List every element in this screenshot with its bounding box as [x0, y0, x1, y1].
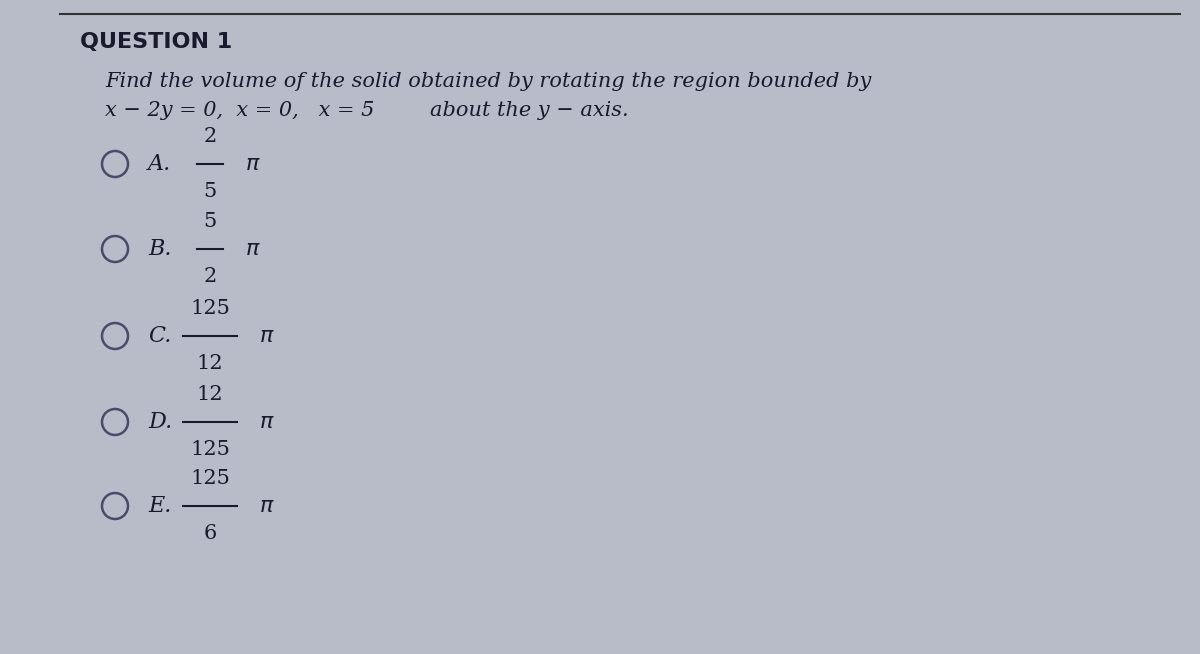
Text: 12: 12 — [197, 385, 223, 404]
Text: D.: D. — [148, 411, 173, 433]
Text: $\pi$: $\pi$ — [259, 495, 275, 517]
Text: about the y − axis.: about the y − axis. — [430, 101, 629, 120]
Text: B.: B. — [148, 238, 172, 260]
Text: C.: C. — [148, 325, 172, 347]
Text: 125: 125 — [190, 469, 230, 488]
Text: Find the volume of the solid obtained by rotating the region bounded by: Find the volume of the solid obtained by… — [106, 72, 871, 91]
Text: $\pi$: $\pi$ — [245, 153, 260, 175]
Text: 125: 125 — [190, 299, 230, 318]
Text: 5: 5 — [203, 182, 217, 201]
Text: 12: 12 — [197, 354, 223, 373]
Text: QUESTION 1: QUESTION 1 — [80, 32, 233, 52]
Text: 125: 125 — [190, 440, 230, 459]
Text: x − 2y = 0,  x = 0,   x = 5: x − 2y = 0, x = 0, x = 5 — [106, 101, 374, 120]
Text: 2: 2 — [203, 127, 217, 146]
Text: 2: 2 — [203, 267, 217, 286]
Text: $\pi$: $\pi$ — [245, 238, 260, 260]
Text: E.: E. — [148, 495, 172, 517]
Text: $\pi$: $\pi$ — [259, 411, 275, 433]
Text: A.: A. — [148, 153, 172, 175]
Text: $\pi$: $\pi$ — [259, 325, 275, 347]
Text: 6: 6 — [203, 524, 217, 543]
Text: 5: 5 — [203, 212, 217, 231]
